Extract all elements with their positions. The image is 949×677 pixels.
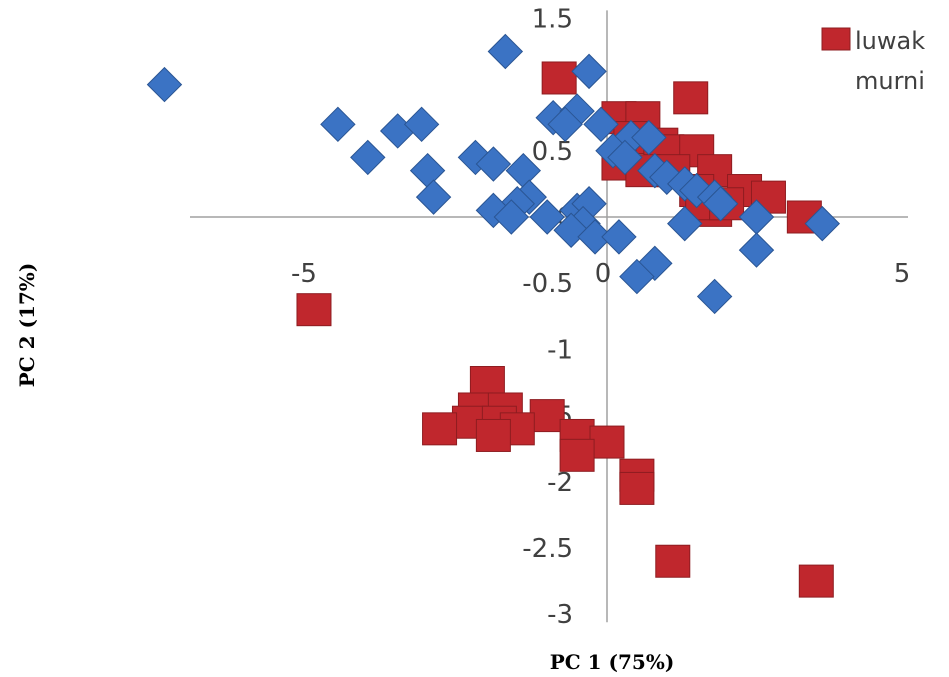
data-point-murni (529, 199, 565, 235)
data-point-murni (146, 66, 183, 103)
data-point-murni (696, 278, 733, 315)
data-point-murni (409, 152, 446, 189)
y-tick-label: 1.5 (532, 4, 573, 34)
data-point-murni (487, 33, 524, 70)
y-tick-label: -0.5 (522, 269, 573, 299)
x-tick-label: 5 (894, 259, 911, 289)
y-axis-title: PC 2 (17%) (15, 263, 39, 388)
data-point-luwak (673, 81, 709, 115)
x-tick-labels: -5 0 5 (291, 259, 910, 289)
data-point-luwak (422, 412, 458, 446)
y-tick-label: -3 (547, 600, 573, 630)
data-point-luwak (798, 564, 834, 598)
data-point-murni (702, 186, 739, 222)
y-tick-label: -1 (547, 335, 573, 365)
data-point-murni (350, 139, 386, 176)
data-point-murni (403, 106, 440, 143)
y-tick-label: -2.5 (522, 534, 573, 564)
data-point-murni (601, 219, 637, 255)
data-point-luwak (589, 425, 625, 459)
y-tick-label: -2 (547, 468, 573, 498)
x-tick-label: 0 (595, 259, 612, 289)
data-point-luwak (541, 61, 577, 95)
data-point-murni (607, 139, 643, 176)
data-point-murni (475, 146, 512, 182)
data-point-luwak (619, 471, 655, 505)
x-tick-label: -5 (291, 259, 317, 289)
y-tick-labels: 1.510.50-0.5-1-1.5-2-2.5-3 (522, 4, 573, 630)
data-point-luwak (559, 438, 595, 472)
data-point-murni (493, 199, 530, 235)
data-point-murni (619, 258, 655, 295)
data-points (146, 33, 840, 598)
legend: luwak murni (821, 27, 925, 95)
data-point-murni (547, 106, 583, 143)
legend-label-murni: murni (855, 67, 925, 95)
data-point-murni (631, 119, 667, 156)
x-axis-title: PC 1 (75%) (550, 650, 675, 674)
data-point-murni (415, 179, 452, 215)
data-point-murni (738, 232, 775, 268)
data-point-luwak (296, 293, 332, 327)
data-point-murni (804, 205, 840, 242)
data-point-murni (320, 106, 356, 143)
legend-swatch-luwak (821, 27, 851, 51)
data-point-luwak (655, 544, 691, 578)
data-point-murni (577, 219, 613, 255)
data-point-murni (583, 106, 619, 143)
data-point-murni (667, 205, 703, 242)
legend-label-luwak: luwak (855, 27, 925, 55)
y-tick-label: 0.5 (532, 137, 573, 167)
data-point-luwak (529, 399, 565, 433)
data-point-murni (571, 53, 607, 90)
data-point-luwak (475, 418, 511, 452)
